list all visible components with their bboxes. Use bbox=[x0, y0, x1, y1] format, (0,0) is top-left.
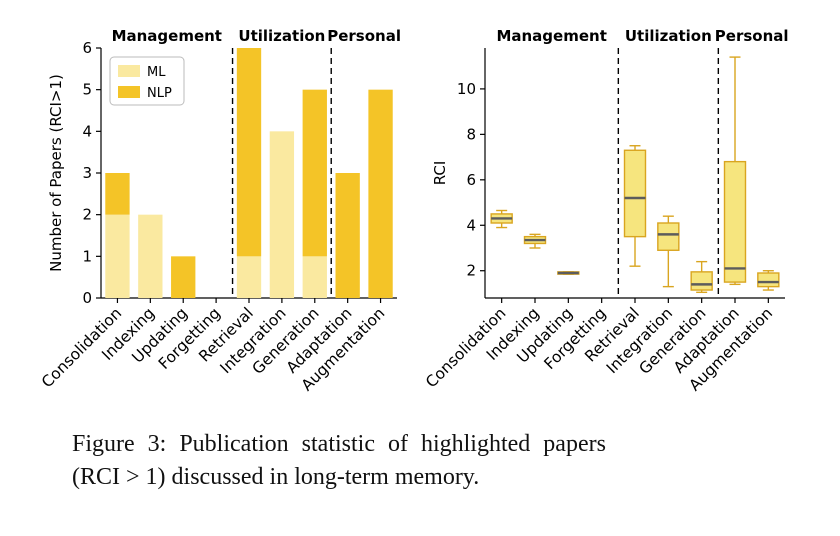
legend-label-ml: ML bbox=[147, 65, 166, 80]
y-tick-label: 2 bbox=[466, 262, 476, 280]
section-label: Management bbox=[112, 27, 222, 45]
section-label: Personal bbox=[715, 27, 789, 45]
y-tick-label: 4 bbox=[466, 216, 476, 234]
box-retrieval bbox=[623, 145, 647, 267]
y-tick-label: 0 bbox=[82, 289, 92, 307]
box-generation bbox=[690, 260, 713, 294]
figure-caption: Figure 3: Publication statistic of highl… bbox=[72, 428, 784, 493]
bar-segment-retrieval-nlp bbox=[236, 48, 262, 257]
y-tick-label: 5 bbox=[82, 81, 92, 99]
papers-stacked-bar-chart: 0123456ConsolidationIndexingUpdatingForg… bbox=[38, 27, 401, 395]
box-integration bbox=[657, 215, 680, 288]
bar-segment-integration-ml bbox=[269, 131, 295, 298]
y-tick-label: 2 bbox=[82, 206, 92, 224]
charts-row: 0 1 2 3 4 5 6 Consolidation Indexing Updating Forg… bbox=[38, 27, 789, 395]
legend-swatch-nlp bbox=[118, 86, 140, 98]
legend-swatch-ml bbox=[118, 65, 140, 77]
y-axis-label: Number of Papers (RCI>1) bbox=[47, 74, 65, 272]
box-updating bbox=[557, 271, 580, 275]
rci-boxplot-chart: 246810ConsolidationIndexingUpdatingForge… bbox=[422, 27, 789, 395]
y-tick-label: 6 bbox=[82, 39, 92, 57]
bar-segment-updating-nlp bbox=[171, 256, 196, 298]
y-tick-label: 10 bbox=[457, 80, 476, 98]
caption-line-2: (RCI > 1) discussed in long-term memory. bbox=[72, 463, 480, 490]
bar-segment-adaptation-nlp bbox=[335, 173, 360, 298]
y-tick-label: 4 bbox=[82, 122, 92, 140]
box-rect bbox=[690, 271, 713, 291]
box-adaptation bbox=[723, 56, 747, 286]
y-tick-label: 3 bbox=[82, 164, 92, 182]
box-rect bbox=[757, 272, 780, 288]
bar-segment-consolidation-ml bbox=[105, 214, 130, 298]
caption-line-1: Figure 3: Publication statistic of highl… bbox=[72, 431, 606, 457]
box-consolidation bbox=[490, 209, 513, 229]
y-axis-label: RCI bbox=[431, 161, 449, 186]
y-tick-label: 6 bbox=[466, 171, 476, 189]
box-rect bbox=[623, 149, 647, 238]
box-rect bbox=[723, 160, 747, 283]
section-label: Utilization bbox=[238, 27, 325, 45]
bar-segment-generation-nlp bbox=[302, 89, 327, 257]
bar-segment-augmentation-nlp bbox=[368, 89, 393, 299]
box-rect bbox=[657, 222, 680, 251]
bar-segment-retrieval-ml bbox=[236, 256, 262, 298]
box-indexing bbox=[523, 233, 547, 249]
bar-segment-indexing-ml bbox=[138, 214, 163, 298]
y-tick-label: 8 bbox=[466, 125, 476, 143]
bar-segment-consolidation-nlp bbox=[105, 173, 130, 215]
section-label: Utilization bbox=[625, 27, 712, 45]
section-label: Management bbox=[496, 27, 606, 45]
section-label: Personal bbox=[327, 27, 401, 45]
bar-segment-generation-ml bbox=[302, 256, 327, 298]
y-tick-label: 1 bbox=[82, 247, 92, 265]
legend-label-nlp: NLP bbox=[147, 86, 172, 101]
box-augmentation bbox=[757, 270, 780, 291]
